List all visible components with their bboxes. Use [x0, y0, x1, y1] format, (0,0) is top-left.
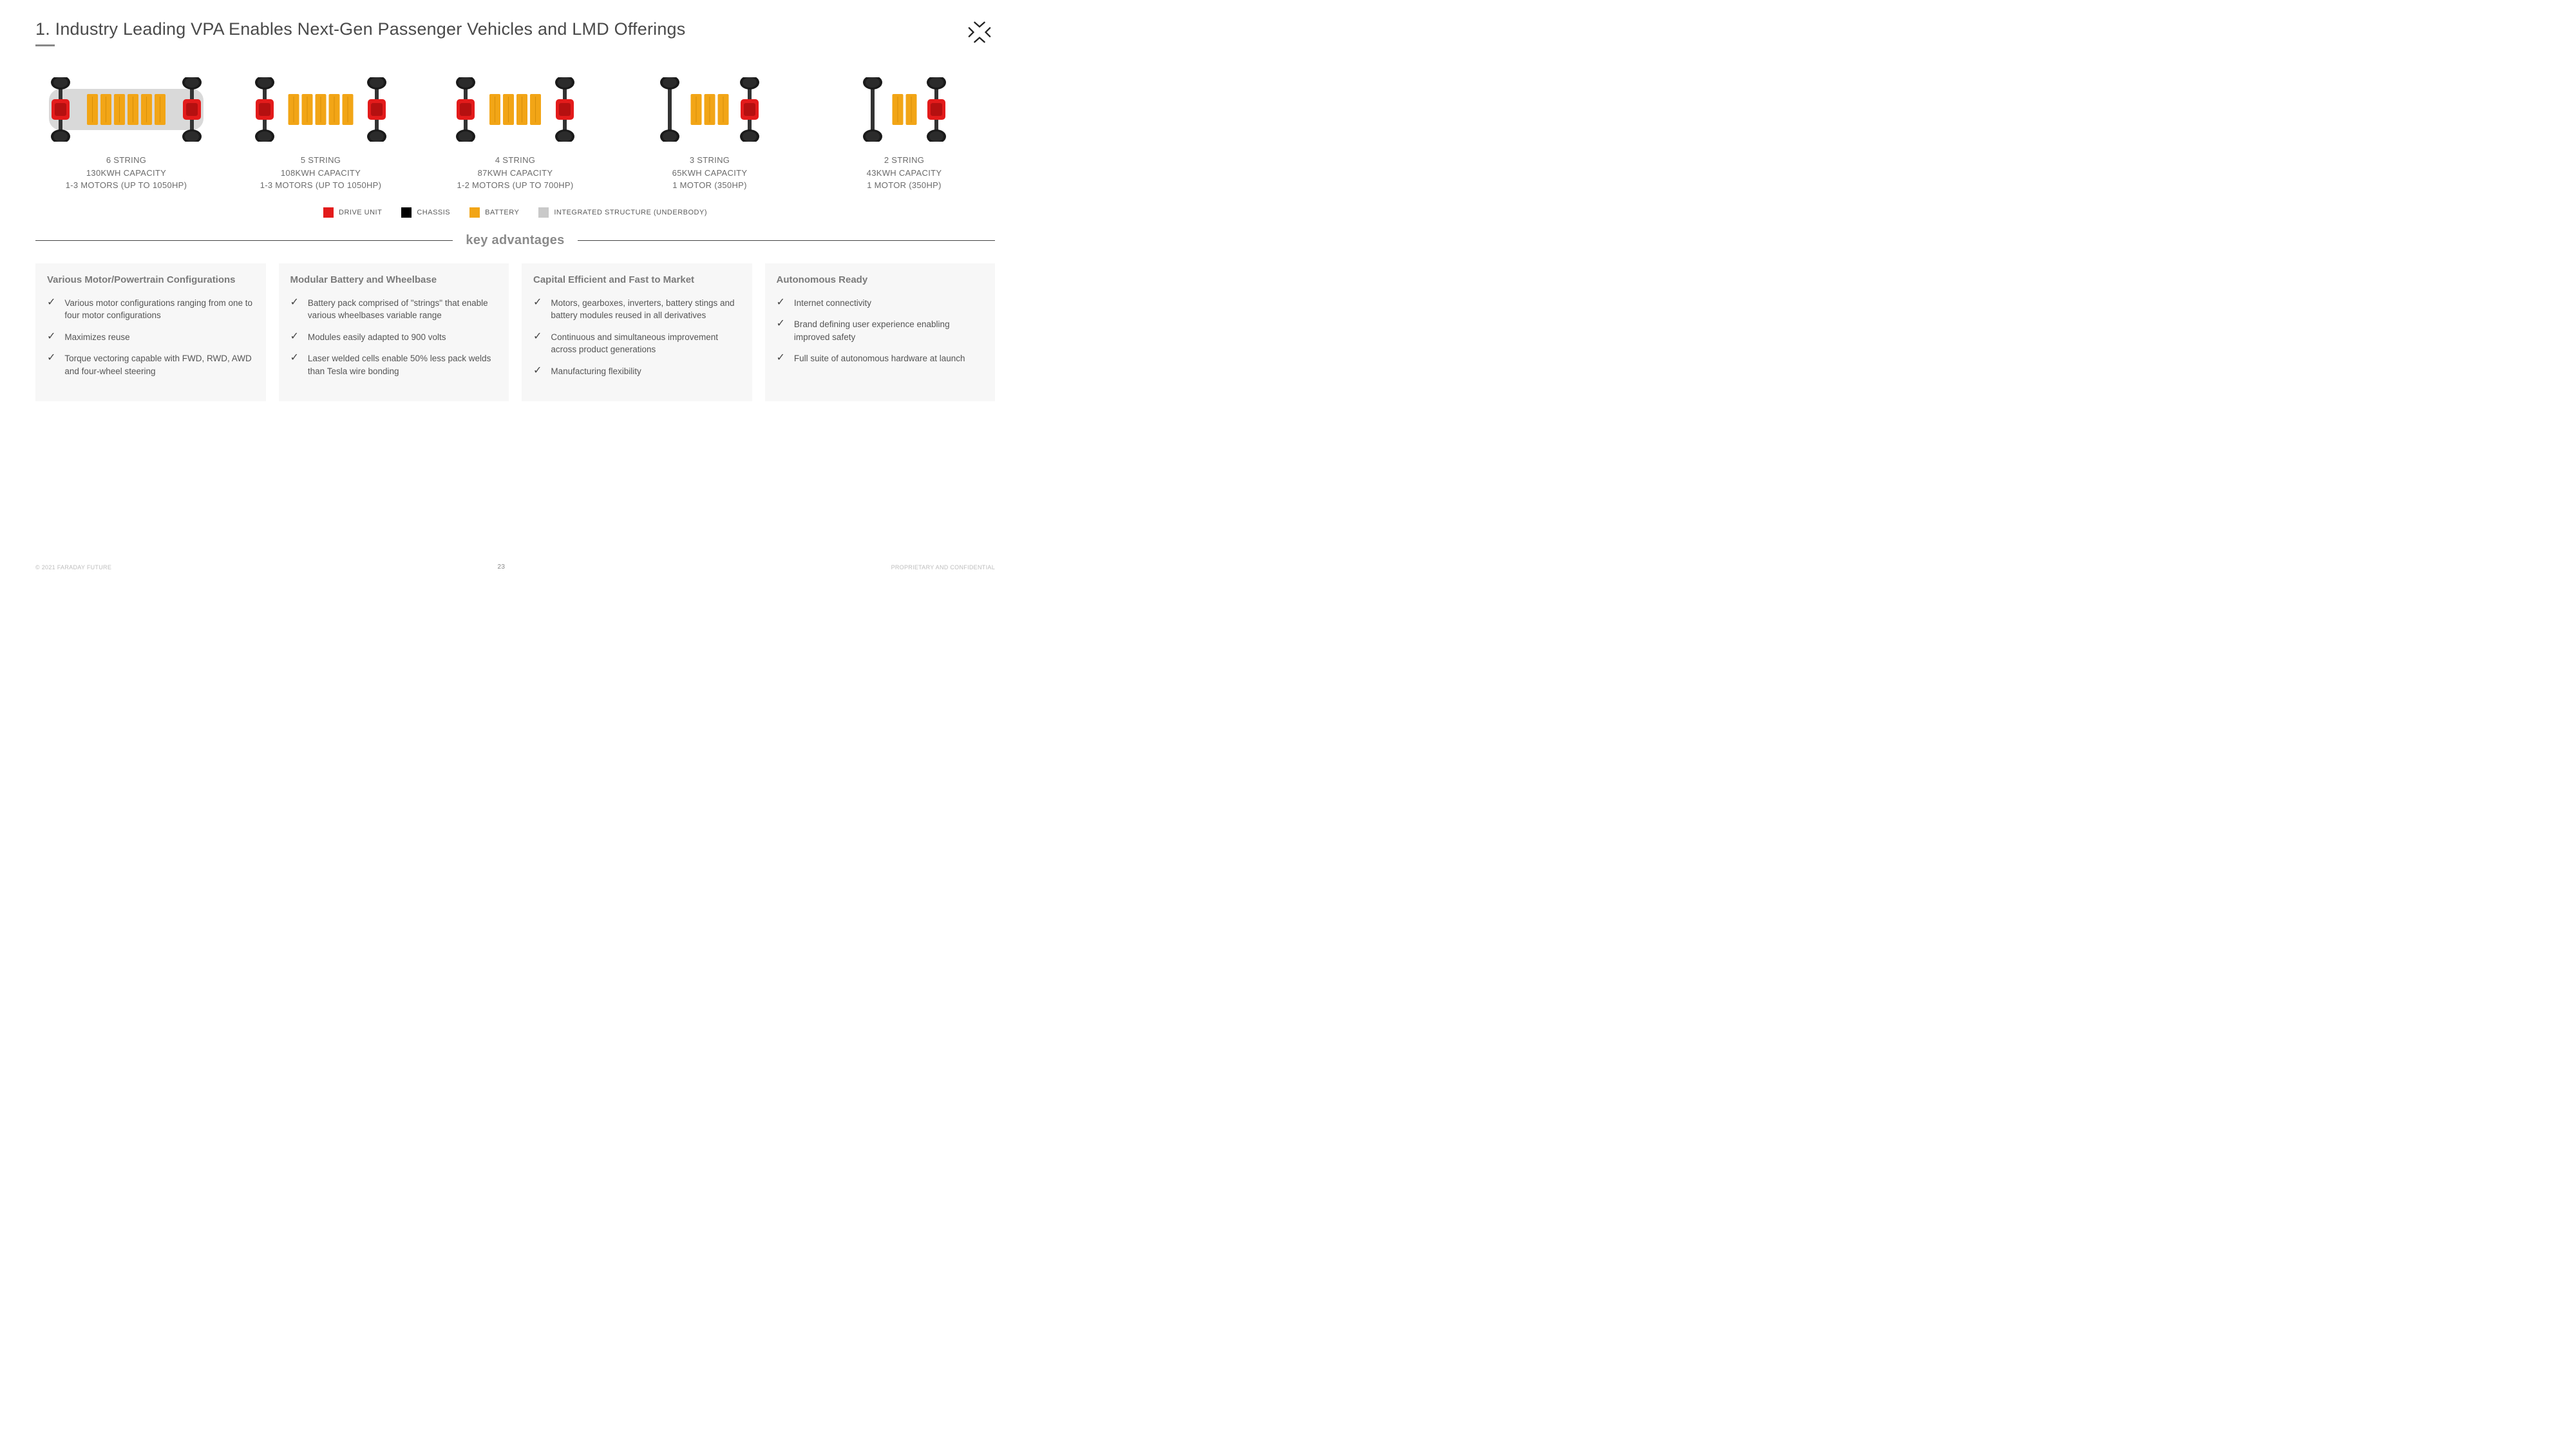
advantage-item: ✓ Full suite of autonomous hardware at la…: [777, 352, 984, 365]
legend-item: DRIVE UNIT: [323, 207, 382, 218]
company-logo: [964, 19, 995, 48]
advantage-text: Maximizes reuse: [64, 331, 129, 344]
legend-item: INTEGRATED STRUCTURE (UNDERBODY): [538, 207, 707, 218]
advantage-title: Autonomous Ready: [777, 274, 984, 287]
check-icon: ✓: [290, 332, 299, 344]
advantage-title: Capital Efficient and Fast to Market: [533, 274, 741, 287]
advantage-title: Modular Battery and Wheelbase: [290, 274, 498, 287]
advantage-text: Modules easily adapted to 900 volts: [308, 331, 446, 344]
advantage-column: Modular Battery and Wheelbase ✓ Battery pa…: [279, 263, 509, 401]
legend: DRIVE UNIT CHASSIS BATTERY INTEGRATED STRUC…: [35, 207, 995, 218]
platform-variant: 3 STRING65KWH CAPACITY1 MOTOR (350HP): [619, 72, 800, 192]
check-icon: ✓: [777, 319, 785, 343]
legend-item: CHASSIS: [401, 207, 450, 218]
platform-variant: 4 STRING87KWH CAPACITY1-2 MOTORS (UP TO …: [424, 72, 606, 192]
check-icon: ✓: [290, 298, 299, 322]
check-icon: ✓: [777, 353, 785, 365]
advantage-item: ✓ Brand defining user experience enabling…: [777, 318, 984, 343]
title-underline: [35, 44, 55, 46]
advantage-text: Brand defining user experience enabling …: [794, 318, 983, 343]
advantage-item: ✓ Torque vectoring capable with FWD, RWD,…: [47, 352, 254, 377]
footer-confidential: PROPRIETARY AND CONFIDENTIAL: [891, 564, 995, 571]
advantage-item: ✓ Maximizes reuse: [47, 331, 254, 344]
platform-label: 6 STRING130KWH CAPACITY1-3 MOTORS (UP TO…: [66, 154, 187, 192]
advantage-text: Motors, gearboxes, inverters, battery st…: [551, 297, 740, 322]
legend-swatch: [538, 207, 549, 218]
chassis-diagram: [855, 72, 954, 146]
check-icon: ✓: [47, 332, 55, 344]
advantage-title: Various Motor/Powertrain Configurations: [47, 274, 254, 287]
platforms-row: 6 STRING130KWH CAPACITY1-3 MOTORS (UP TO…: [35, 72, 995, 192]
legend-label: CHASSIS: [417, 209, 450, 216]
advantage-item: ✓ Internet connectivity: [777, 297, 984, 310]
check-icon: ✓: [290, 353, 299, 377]
footer: © 2021 FARADAY FUTURE 23 PROPRIETARY AND…: [35, 564, 995, 571]
advantage-column: Various Motor/Powertrain Configurations ✓…: [35, 263, 266, 401]
advantage-text: Laser welded cells enable 50% less pack …: [308, 352, 497, 377]
platform-label: 4 STRING87KWH CAPACITY1-2 MOTORS (UP TO …: [457, 154, 573, 192]
legend-swatch: [469, 207, 480, 218]
legend-label: DRIVE UNIT: [339, 209, 382, 216]
footer-copyright: © 2021 FARADAY FUTURE: [35, 564, 111, 571]
advantage-item: ✓ Modules easily adapted to 900 volts: [290, 331, 498, 344]
advantage-text: Battery pack comprised of "strings" that…: [308, 297, 497, 322]
legend-label: BATTERY: [485, 209, 519, 216]
section-title: key advantages: [466, 233, 564, 248]
advantage-column: Autonomous Ready ✓ Internet connectivity ✓ B…: [765, 263, 996, 401]
section-divider: key advantages: [35, 233, 995, 248]
platform-variant: 6 STRING130KWH CAPACITY1-3 MOTORS (UP TO…: [35, 72, 217, 192]
check-icon: ✓: [777, 298, 785, 310]
chassis-diagram: [43, 72, 210, 146]
legend-item: BATTERY: [469, 207, 519, 218]
legend-swatch: [323, 207, 334, 218]
advantage-text: Various motor configurations ranging fro…: [64, 297, 254, 322]
chassis-diagram: [448, 72, 583, 146]
chassis-diagram: [247, 72, 395, 146]
advantage-item: ✓ Motors, gearboxes, inverters, battery s…: [533, 297, 741, 322]
check-icon: ✓: [47, 298, 55, 322]
platform-label: 2 STRING43KWH CAPACITY1 MOTOR (350HP): [867, 154, 942, 192]
check-icon: ✓: [533, 366, 542, 378]
check-icon: ✓: [533, 298, 542, 322]
advantage-item: ✓ Manufacturing flexibility: [533, 365, 741, 378]
check-icon: ✓: [533, 332, 542, 356]
advantage-text: Continuous and simultaneous improvement …: [551, 331, 740, 356]
platform-variant: 5 STRING108KWH CAPACITY1-3 MOTORS (UP TO…: [230, 72, 412, 192]
advantages-grid: Various Motor/Powertrain Configurations ✓…: [35, 263, 995, 401]
advantage-item: ✓ Battery pack comprised of "strings" tha…: [290, 297, 498, 322]
advantage-item: ✓ Continuous and simultaneous improvement…: [533, 331, 741, 356]
advantage-text: Manufacturing flexibility: [551, 365, 641, 378]
advantage-item: ✓ Laser welded cells enable 50% less pack…: [290, 352, 498, 377]
check-icon: ✓: [47, 353, 55, 377]
chassis-diagram: [652, 72, 768, 146]
advantage-text: Torque vectoring capable with FWD, RWD, …: [64, 352, 254, 377]
platform-label: 5 STRING108KWH CAPACITY1-3 MOTORS (UP TO…: [260, 154, 382, 192]
advantage-text: Full suite of autonomous hardware at lau…: [794, 352, 965, 365]
advantage-text: Internet connectivity: [794, 297, 871, 310]
legend-swatch: [401, 207, 412, 218]
page-title: 1. Industry Leading VPA Enables Next-Gen…: [35, 19, 685, 39]
legend-label: INTEGRATED STRUCTURE (UNDERBODY): [554, 209, 707, 216]
advantage-column: Capital Efficient and Fast to Market ✓ Mot…: [522, 263, 752, 401]
platform-label: 3 STRING65KWH CAPACITY1 MOTOR (350HP): [672, 154, 748, 192]
platform-variant: 2 STRING43KWH CAPACITY1 MOTOR (350HP): [813, 72, 995, 192]
advantage-item: ✓ Various motor configurations ranging fr…: [47, 297, 254, 322]
footer-page: 23: [497, 564, 505, 571]
